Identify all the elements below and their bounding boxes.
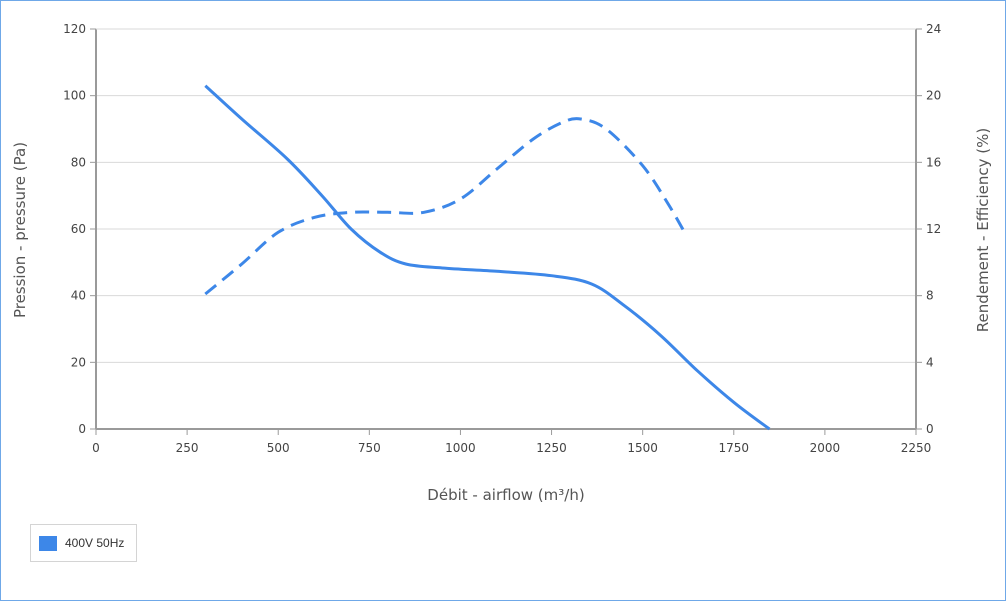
y2-tick-label: 0 bbox=[926, 422, 934, 436]
x-axis-title: Débit - airflow (m³/h) bbox=[427, 486, 584, 504]
y-tick-label: 60 bbox=[71, 222, 86, 236]
efficiency-series-line bbox=[204, 117, 688, 296]
y-tick-label: 20 bbox=[71, 355, 86, 369]
legend-label[interactable]: 400V 50Hz bbox=[65, 536, 125, 550]
y-axis-title: Pression - pressure (Pa) bbox=[11, 142, 29, 318]
x-tick-label: 0 bbox=[92, 441, 100, 455]
y2-tick-label: 12 bbox=[926, 222, 941, 236]
y-tick-label: 40 bbox=[71, 289, 86, 303]
y2-axis-title: Rendement - Efficiency (%) bbox=[974, 128, 992, 332]
x-tick-label: 1250 bbox=[536, 441, 567, 455]
x-tick-label: 250 bbox=[176, 441, 199, 455]
y-tick-labels: 0 20 40 60 80 100 120 bbox=[63, 22, 86, 436]
x-tick-labels: 0 250 500 750 1000 1250 1500 1750 2000 2250 bbox=[92, 441, 931, 455]
x-tick-label: 1750 bbox=[719, 441, 750, 455]
y-tick-label: 0 bbox=[78, 422, 86, 436]
axes bbox=[90, 28, 922, 435]
y-tick-label: 120 bbox=[63, 22, 86, 36]
grid-lines bbox=[96, 28, 916, 363]
y2-tick-label: 20 bbox=[926, 89, 941, 103]
series-lines bbox=[204, 84, 771, 431]
x-tick-label: 1000 bbox=[445, 441, 476, 455]
x-tick-label: 750 bbox=[358, 441, 381, 455]
x-tick-label: 2000 bbox=[810, 441, 841, 455]
y2-tick-label: 8 bbox=[926, 289, 934, 303]
x-tick-label: 2250 bbox=[901, 441, 932, 455]
y2-tick-labels: 0 4 8 12 16 20 24 bbox=[926, 22, 941, 436]
y2-tick-label: 16 bbox=[926, 155, 941, 169]
y-tick-label: 80 bbox=[71, 155, 86, 169]
legend: 400V 50Hz bbox=[30, 524, 138, 562]
y2-tick-label: 4 bbox=[926, 355, 934, 369]
x-tick-label: 1500 bbox=[627, 441, 658, 455]
pressure-series-line bbox=[204, 84, 771, 431]
y2-tick-label: 24 bbox=[926, 22, 941, 36]
x-tick-label: 500 bbox=[267, 441, 290, 455]
legend-swatch[interactable] bbox=[39, 535, 57, 551]
y-tick-label: 100 bbox=[63, 89, 86, 103]
